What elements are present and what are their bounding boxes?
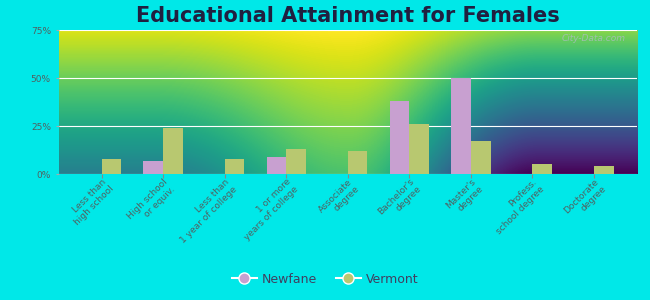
Text: City-Data.com: City-Data.com bbox=[562, 34, 625, 43]
Legend: Newfane, Vermont: Newfane, Vermont bbox=[227, 268, 423, 291]
Bar bbox=[286, 149, 306, 174]
Bar bbox=[594, 166, 614, 174]
Bar bbox=[410, 124, 429, 174]
Bar bbox=[389, 101, 410, 174]
Bar bbox=[144, 160, 163, 174]
Text: Master's
degree: Master's degree bbox=[444, 177, 484, 218]
Bar bbox=[163, 128, 183, 174]
Text: Profess.
school degree: Profess. school degree bbox=[488, 177, 546, 236]
Text: 1 or more
years of college: 1 or more years of college bbox=[235, 177, 300, 242]
Text: Doctorate
degree: Doctorate degree bbox=[562, 177, 608, 223]
Text: High school
or equiv.: High school or equiv. bbox=[126, 177, 177, 228]
Bar bbox=[266, 157, 286, 174]
Text: Bachelor's
degree: Bachelor's degree bbox=[376, 177, 423, 224]
Bar bbox=[225, 159, 244, 174]
Text: Associate
degree: Associate degree bbox=[317, 177, 361, 221]
Bar bbox=[532, 164, 552, 174]
Bar bbox=[451, 78, 471, 174]
Bar bbox=[101, 159, 122, 174]
Text: Less than
high school: Less than high school bbox=[65, 177, 115, 227]
Bar bbox=[348, 151, 367, 174]
Bar bbox=[471, 141, 491, 174]
Text: Less than
1 year of college: Less than 1 year of college bbox=[171, 177, 239, 244]
Title: Educational Attainment for Females: Educational Attainment for Females bbox=[136, 6, 560, 26]
